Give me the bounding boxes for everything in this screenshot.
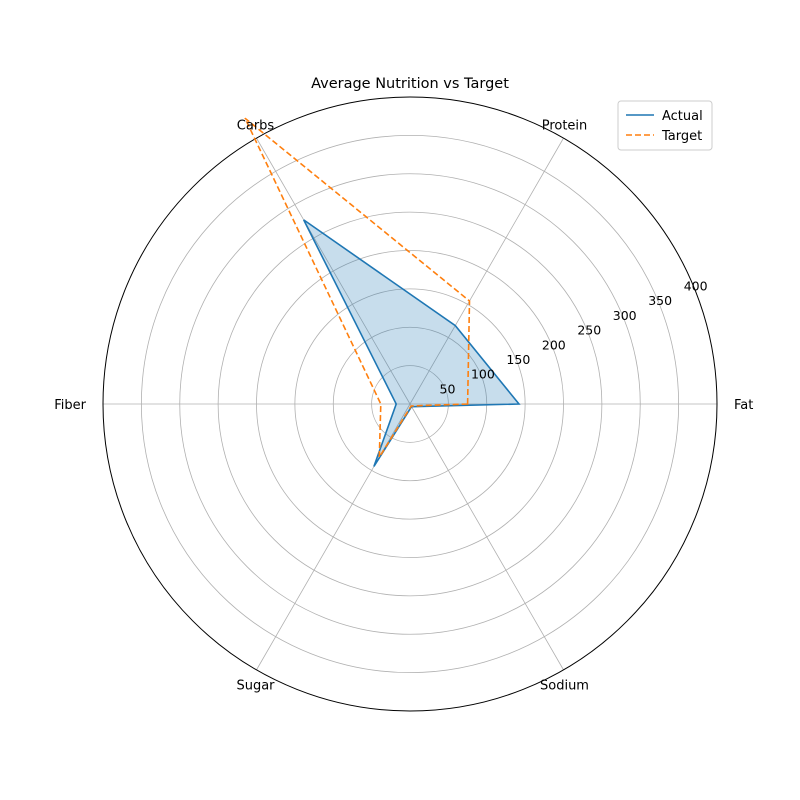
category-label-fat: Fat — [734, 398, 753, 413]
radial-tick-label: 350 — [648, 293, 672, 308]
chart-title: Average Nutrition vs Target — [311, 76, 509, 92]
category-label-carbs: Carbs — [237, 119, 275, 134]
grid-spoke — [409, 403, 564, 671]
legend-label-target: Target — [661, 129, 702, 144]
series-line-target — [244, 117, 471, 461]
series-fill-actual — [303, 219, 519, 467]
labels: Fat Protein Carbs Fiber Sugar Sodium 50 100 150 2… — [54, 119, 753, 694]
category-label-sodium: Sodium — [540, 678, 589, 693]
radial-tick-label: 300 — [613, 308, 637, 323]
category-label-protein: Protein — [542, 119, 588, 134]
radial-tick-label: 250 — [577, 323, 601, 338]
legend: Actual Target — [617, 100, 713, 151]
radial-tick-label: 200 — [542, 337, 566, 352]
grid-spoke — [256, 137, 411, 405]
radial-tick-label: 100 — [471, 367, 495, 382]
legend-label-actual: Actual — [662, 109, 703, 124]
polar-frame — [102, 96, 718, 712]
category-label-fiber: Fiber — [54, 398, 86, 413]
radial-tick-label: 150 — [506, 352, 530, 367]
radial-tick-label: 50 — [440, 381, 456, 396]
radial-tick-label: 400 — [684, 279, 708, 294]
grid-spoke — [409, 137, 564, 405]
series-layer — [244, 117, 521, 467]
category-label-sugar: Sugar — [236, 678, 275, 693]
legend-box — [617, 100, 713, 151]
